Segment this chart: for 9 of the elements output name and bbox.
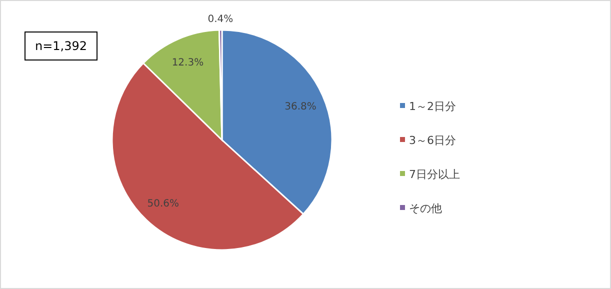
legend-label: 7日分以上 (409, 168, 460, 181)
legend-label: その他 (409, 202, 442, 215)
data-label: 36.8% (284, 101, 316, 112)
legend-label: 3～6日分 (409, 134, 456, 147)
data-label: 12.3% (172, 57, 204, 68)
text: n=1,392 (35, 39, 88, 53)
data-label: 0.4% (208, 14, 234, 26)
data-label: 50.6% (147, 198, 180, 210)
legend-label: 1～2日分 (409, 100, 456, 113)
